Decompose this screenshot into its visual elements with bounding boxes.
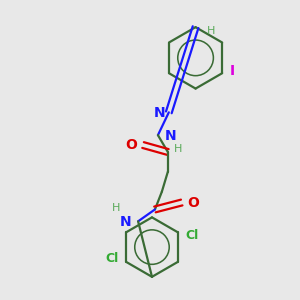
- Text: Cl: Cl: [186, 229, 199, 242]
- Text: H: H: [112, 203, 120, 213]
- Text: N: N: [120, 215, 131, 229]
- Text: H: H: [174, 144, 182, 154]
- Text: I: I: [230, 64, 235, 78]
- Text: O: O: [188, 196, 200, 209]
- Text: O: O: [125, 138, 137, 152]
- Text: N: N: [154, 106, 166, 120]
- Text: H: H: [206, 26, 215, 36]
- Text: N: N: [165, 129, 176, 143]
- Text: Cl: Cl: [105, 253, 118, 266]
